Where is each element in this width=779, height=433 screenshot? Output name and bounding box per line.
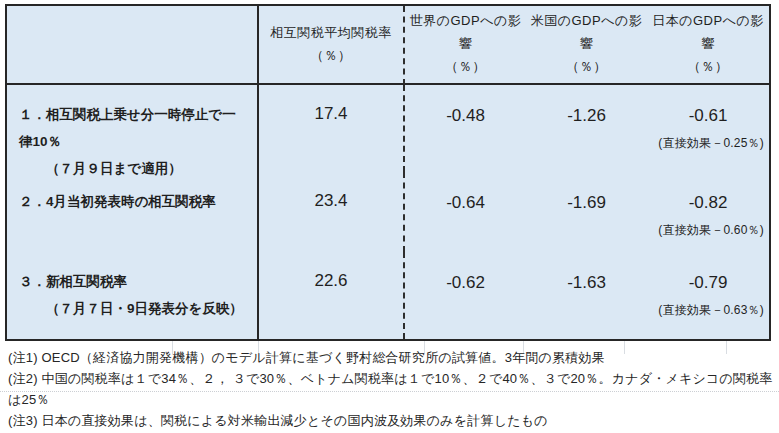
header-avg-tariff: 相互関税平均関税率 （％）: [259, 6, 405, 85]
row2-japan-direct-effect-note: (直接効果－0.60％): [647, 222, 769, 239]
row3-world-gdp-number: -0.62: [405, 273, 526, 293]
header-avg-tariff-unit: （％）: [311, 45, 352, 68]
footnote-2: (注2) 中国の関税率は１で34％、２， ３で30％、ベトナム関税率は１で10％…: [8, 368, 776, 410]
row1-label-line1: １．相互関税上乗せ分一時停止で一律10％: [19, 101, 249, 155]
header-scenario: [7, 6, 259, 85]
header-us-gdp-unit: （％）: [566, 56, 607, 79]
row3-avg-tariff-value: 22.6: [259, 252, 405, 339]
row1-japan-gdp-number: -0.61: [647, 106, 769, 126]
row1-avg-tariff-value: 17.4: [259, 85, 405, 172]
header-us-gdp: 米国のGDPへの影響 （％）: [526, 6, 647, 85]
row2-world-gdp-value: -0.64: [405, 172, 526, 252]
row3-us-gdp-value: -1.63: [526, 252, 647, 339]
header-japan-gdp-unit: （％）: [688, 56, 729, 79]
row3-japan-gdp-value: -0.79 (直接効果－0.63％): [647, 252, 769, 339]
row3-label-line2: （７月７日・9日発表分を反映）: [19, 295, 249, 322]
footnotes: (注1) OECD（経済協力開発機構）のモデル計算に基づく野村総合研究所の試算値…: [8, 347, 776, 433]
header-world-gdp-unit: （％）: [445, 56, 486, 79]
row2-us-gdp-value: -1.69: [526, 172, 647, 252]
footnote-3: (注3) 日本の直接効果は、関税による対米輸出減少とその国内波及効果のみを計算し…: [8, 410, 776, 431]
row3-world-gdp-value: -0.62: [405, 252, 526, 339]
row1-world-gdp-number: -0.48: [405, 106, 526, 126]
row3-label-line1: ３．新相互関税率: [19, 268, 249, 295]
row-label-scenario-1: １．相互関税上乗せ分一時停止で一律10％ （７月９日まで適用）: [7, 85, 259, 172]
row1-us-gdp-value: -1.26: [526, 85, 647, 172]
row-label-scenario-3: ３．新相互関税率 （７月７日・9日発表分を反映）: [7, 252, 259, 339]
row3-japan-direct-effect-note: (直接効果－0.63％): [647, 302, 769, 319]
row3-us-gdp-number: -1.63: [526, 273, 647, 293]
footnote-1: (注1) OECD（経済協力開発機構）のモデル計算に基づく野村総合研究所の試算値…: [8, 347, 776, 368]
row2-world-gdp-number: -0.64: [405, 193, 526, 213]
row2-avg-tariff-value: 23.4: [259, 172, 405, 252]
header-world-gdp: 世界のGDPへの影響 （％）: [405, 6, 526, 85]
header-world-gdp-line1: 世界のGDPへの影響: [405, 10, 526, 56]
row-label-scenario-2: ２．4月当初発表時の相互関税率: [7, 172, 259, 252]
header-japan-gdp: 日本のGDPへの影響 （％）: [647, 6, 769, 85]
header-us-gdp-line1: 米国のGDPへの影響: [526, 10, 647, 56]
row1-us-gdp-number: -1.26: [526, 106, 647, 126]
row3-japan-gdp-number: -0.79: [647, 273, 769, 293]
tariff-impact-table: 相互関税平均関税率 （％） 世界のGDPへの影響 （％） 米国のGDPへの影響 …: [5, 4, 771, 341]
row2-japan-gdp-number: -0.82: [647, 193, 769, 213]
row1-japan-direct-effect-note: (直接効果－0.25％): [647, 135, 769, 152]
header-avg-tariff-line1: 相互関税平均関税率: [270, 22, 392, 45]
row1-japan-gdp-value: -0.61 (直接効果－0.25％): [647, 85, 769, 172]
header-japan-gdp-line1: 日本のGDPへの影響: [647, 10, 769, 56]
row2-japan-gdp-value: -0.82 (直接効果－0.60％): [647, 172, 769, 252]
row1-world-gdp-value: -0.48: [405, 85, 526, 172]
row2-us-gdp-number: -1.69: [526, 193, 647, 213]
row2-label-line1: ２．4月当初発表時の相互関税率: [19, 188, 249, 215]
